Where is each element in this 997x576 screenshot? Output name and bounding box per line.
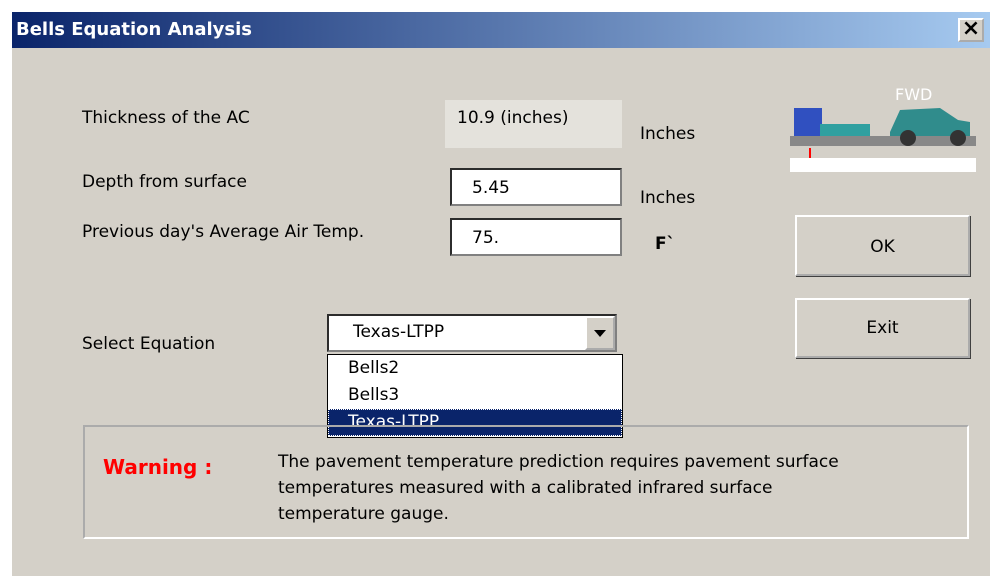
title: Bells Equation Analysis <box>16 19 253 40</box>
warning-line: The pavement temperature prediction requ… <box>278 452 839 472</box>
warning-line: temperatures measured with a calibrated … <box>278 478 773 498</box>
text-input[interactable]: 5.45 <box>450 168 622 206</box>
image-label: FWD <box>895 85 932 104</box>
warning-title: Warning : <box>103 455 213 479</box>
readonly-field: 10.9 (inches) <box>445 100 622 148</box>
title-bar: Bells Equation Analysis × <box>12 12 990 48</box>
combo-box[interactable]: Texas-LTPP <box>327 314 617 352</box>
label: Depth from surface <box>82 172 247 192</box>
warning-line: temperature gauge. <box>278 504 449 524</box>
unit: Inches <box>640 188 696 208</box>
close-button[interactable]: × <box>958 18 984 42</box>
dropdown-list: Bells2 Bells3 Texas-LTPP <box>327 354 623 438</box>
label: Select Equation <box>82 334 216 354</box>
unit: Inches <box>640 124 696 144</box>
warning-text: The pavement temperature prediction requ… <box>278 449 839 527</box>
ok-button[interactable]: OK <box>795 215 970 276</box>
combo-value: Texas-LTPP <box>353 322 445 342</box>
label: Previous day's Average Air Temp. <box>82 222 365 242</box>
text-input[interactable]: 75. <box>450 218 622 256</box>
dropdown-button[interactable] <box>585 316 615 350</box>
unit: F` <box>655 234 676 254</box>
list-option[interactable]: Bells2 <box>348 358 400 378</box>
fwd-image: FWD <box>790 85 976 172</box>
warning-box: Warning : The pavement temperature predi… <box>83 425 969 539</box>
dialog: Bells Equation Analysis × Thickness of t… <box>10 10 990 576</box>
label: Thickness of the AC <box>82 108 250 128</box>
list-option[interactable]: Bells3 <box>348 385 400 405</box>
list-option[interactable]: Texas-LTPP <box>328 409 622 436</box>
exit-button[interactable]: Exit <box>795 298 970 358</box>
